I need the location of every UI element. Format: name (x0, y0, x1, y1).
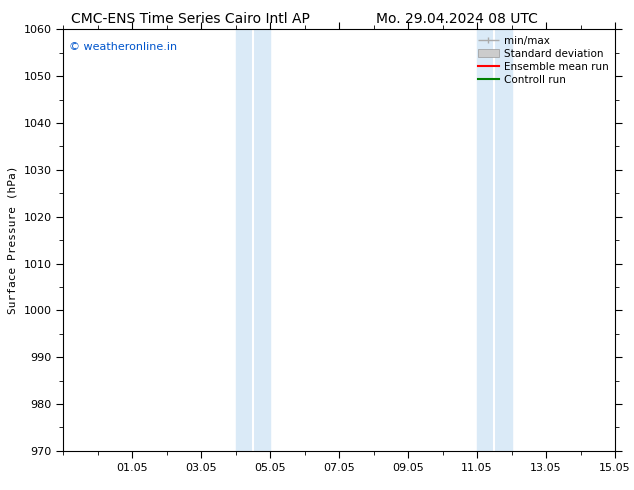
Text: © weatheronline.in: © weatheronline.in (69, 42, 177, 52)
Text: Mo. 29.04.2024 08 UTC: Mo. 29.04.2024 08 UTC (375, 12, 538, 26)
Bar (236, 29, 270, 451)
Y-axis label: Surface Pressure (hPa): Surface Pressure (hPa) (8, 166, 18, 315)
Text: CMC-ENS Time Series Cairo Intl AP: CMC-ENS Time Series Cairo Intl AP (71, 12, 309, 26)
Bar (477, 29, 512, 451)
Legend: min/max, Standard deviation, Ensemble mean run, Controll run: min/max, Standard deviation, Ensemble me… (474, 31, 613, 89)
